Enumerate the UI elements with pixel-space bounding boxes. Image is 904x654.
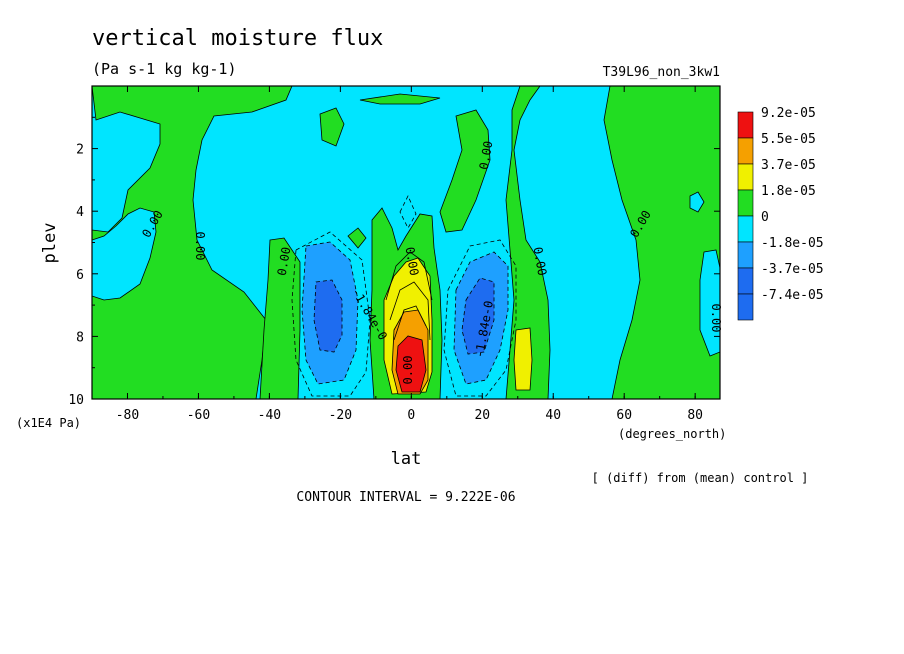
- sh-polar-cyan-hole: [92, 207, 157, 301]
- legend-label: 3.7e-05: [761, 158, 816, 173]
- legend-swatch: [737, 137, 754, 165]
- contour-label: 0.00: [531, 246, 550, 277]
- legend-swatch: [737, 241, 754, 269]
- midlevel-green-patch: [319, 107, 345, 147]
- y-tick-label: 8: [76, 330, 84, 345]
- upper-green-patch: [359, 93, 441, 105]
- sh-dashed-contour: [291, 231, 371, 397]
- x-tick-label: 40: [545, 408, 561, 423]
- nh-polar-cyan-hole-2: [699, 249, 720, 357]
- y-axis-units: (x1E4 Pa): [16, 416, 81, 430]
- nh-dashed-contour: [443, 239, 517, 397]
- contour-label: 0.00: [275, 246, 294, 277]
- x-axis-units: (degrees_north): [618, 427, 726, 441]
- x-axis: -80 -60 -40 -20 0 20 40 60 80: [91, 86, 703, 423]
- chart-units: (Pa s-1 kg kg-1): [92, 60, 237, 78]
- legend-label: 0: [761, 210, 769, 225]
- x-tick-label: -80: [116, 408, 139, 423]
- contour-interval: CONTOUR INTERVAL = 9.222E-06: [296, 490, 515, 505]
- x-tick-label: -20: [329, 408, 352, 423]
- nh-polar-cyan-hole-1: [689, 191, 705, 213]
- legend-swatch: [737, 163, 754, 191]
- mid-green-blob: [347, 227, 367, 249]
- x-tick-label: -60: [187, 408, 210, 423]
- legend-label: -7.4e-05: [761, 288, 824, 303]
- nh-35-positive-region: [505, 86, 551, 399]
- contour-label: 0.00: [709, 304, 723, 333]
- legend-swatch: [737, 189, 754, 217]
- legend-swatch: [737, 111, 754, 139]
- sh-40-positive-region: [259, 237, 301, 399]
- run-label: T39L96_non_3kw1: [603, 65, 720, 80]
- nh-negative-core: [461, 277, 495, 355]
- legend-label: -3.7e-05: [761, 262, 824, 277]
- legend-swatch: [737, 215, 754, 243]
- upper-dashed-contour: [399, 195, 417, 229]
- diff-footnote: [ (diff) from (mean) control ]: [592, 471, 809, 485]
- y-axis-title: plev: [40, 223, 60, 264]
- legend: 9.2e-05 5.5e-05 3.7e-05 1.8e-05 0 -1.8e-05 -3.…: [737, 106, 824, 321]
- y-axis: 2 4 6 8 10: [68, 116, 720, 408]
- nh-polar-positive-region: [603, 86, 720, 399]
- contour-label: 0.00: [401, 356, 415, 385]
- equatorial-solid-contour-1: [385, 251, 433, 301]
- contour-label: 0.00: [193, 232, 207, 261]
- contour-label: 0.00: [403, 246, 422, 277]
- legend-label: -1.8e-05: [761, 236, 824, 251]
- x-tick-label: 60: [616, 408, 632, 423]
- legend-swatch: [737, 293, 754, 321]
- chart-title: vertical moisture flux: [92, 26, 383, 51]
- x-tick-label: 20: [474, 408, 490, 423]
- x-tick-label: 0: [407, 408, 415, 423]
- nh-mid-green-patch: [439, 109, 491, 233]
- y-tick-label: 2: [76, 143, 84, 158]
- x-tick-label: -40: [258, 408, 281, 423]
- x-tick-label: 80: [687, 408, 703, 423]
- y-tick-label: 6: [76, 268, 84, 283]
- y-tick-label: 10: [68, 393, 84, 408]
- equatorial-solid-contour-3: [393, 305, 427, 341]
- equatorial-solid-contour-2: [389, 281, 431, 341]
- y-tick-label: 4: [76, 205, 84, 220]
- equatorial-max-region: [395, 335, 427, 393]
- nh-35-yellow-region: [513, 327, 533, 391]
- contour-label: 0.00: [477, 140, 496, 171]
- legend-label: 1.8e-05: [761, 184, 816, 199]
- legend-label: 9.2e-05: [761, 106, 816, 121]
- x-axis-title: lat: [391, 449, 422, 469]
- sh-negative-core: [313, 279, 343, 353]
- legend-label: 5.5e-05: [761, 132, 816, 147]
- legend-swatch: [737, 267, 754, 295]
